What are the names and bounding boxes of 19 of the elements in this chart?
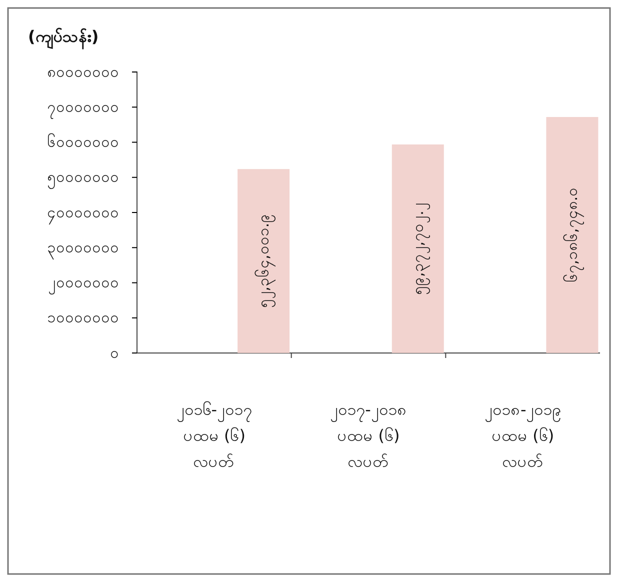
y-tick-label: ၀ bbox=[110, 344, 119, 362]
x-tick-label: ၂၀၁၆-၂၀၁၇ ပထမ (၆) လပတ် bbox=[176, 400, 252, 471]
y-tick-label: ၄၀၀၀၀၀၀၀ bbox=[47, 203, 119, 224]
y-tick-label: ၁၀၀၀၀၀၀၀ bbox=[47, 308, 119, 327]
x-tick-label: ၂၀၁၈-၂၀၁၉ ပထမ (၆) လပတ် bbox=[484, 400, 562, 471]
data-label: ၆၇,၁၈၆,၇၄၈.၀ bbox=[563, 187, 584, 283]
bar bbox=[392, 144, 444, 353]
y-axis-title: (ကျပ်သန်း) bbox=[28, 27, 99, 50]
bar bbox=[546, 117, 598, 353]
bar bbox=[238, 169, 290, 353]
x-tick-label: ၂၀၁၇-၂၀၁၈ ပထမ (၆) လပတ် bbox=[330, 400, 407, 471]
data-label: ၅၂,၃၆၄,၀၀၁.၉ bbox=[254, 214, 276, 308]
y-tick-label: ၂၀၀၀၀၀၀၀ bbox=[48, 274, 119, 295]
y-tick-label: ၈၀၀၀၀၀၀၀ bbox=[47, 62, 119, 81]
y-tick-label: ၃၀၀၀၀၀၀၀ bbox=[47, 238, 119, 260]
data-label: ၅၉,၃၇၂,၇၀၂.၂ bbox=[408, 202, 430, 295]
y-tick-label: ၅၀၀၀၀၀၀၀ bbox=[47, 168, 119, 190]
y-tick-label: ၇၀၀၀၀၀၀၀ bbox=[47, 98, 119, 119]
y-tick-label: ၆၀၀၀၀၀၀၀ bbox=[47, 133, 119, 152]
